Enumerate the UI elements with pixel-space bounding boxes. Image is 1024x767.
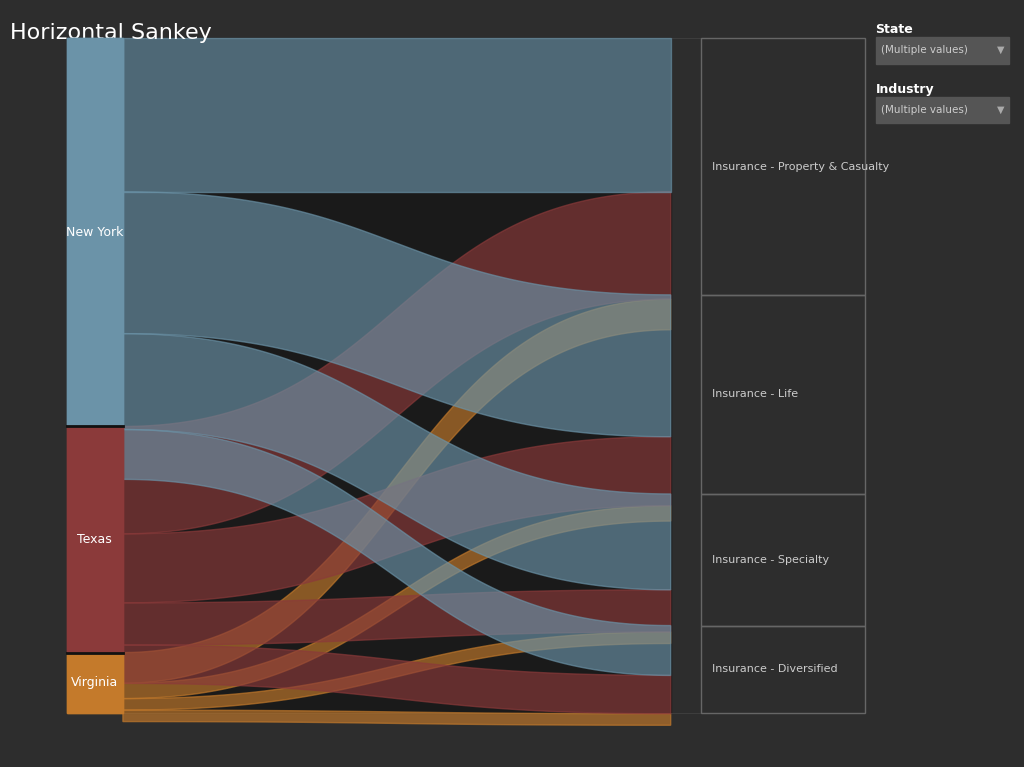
Bar	[67, 38, 123, 426]
Text: New York: New York	[66, 226, 124, 239]
Bar	[67, 426, 123, 653]
Text: ▼: ▼	[996, 105, 1005, 115]
Polygon shape	[123, 710, 671, 726]
Bar	[67, 653, 123, 713]
Text: Virginia: Virginia	[71, 676, 119, 690]
Bar	[701, 626, 865, 713]
Polygon shape	[123, 590, 671, 645]
Bar	[123, 38, 671, 713]
Polygon shape	[123, 38, 671, 192]
Text: Industry: Industry	[876, 83, 934, 96]
Polygon shape	[123, 505, 671, 699]
Polygon shape	[123, 192, 671, 436]
Text: ▼: ▼	[996, 45, 1005, 55]
Text: Virginia: Virginia	[71, 676, 119, 690]
Bar	[876, 37, 1009, 64]
Polygon shape	[123, 192, 671, 534]
Bar	[67, 426, 123, 653]
Text: Texas: Texas	[78, 533, 112, 546]
Text: Insurance - Specialty: Insurance - Specialty	[712, 555, 828, 565]
Text: Horizontal Sankey: Horizontal Sankey	[10, 23, 212, 43]
Bar	[67, 38, 123, 426]
Text: Insurance - Diversified: Insurance - Diversified	[712, 664, 838, 674]
Polygon shape	[123, 632, 671, 710]
Bar	[701, 38, 865, 295]
Text: (Multiple values): (Multiple values)	[881, 45, 968, 55]
Bar	[876, 97, 1009, 123]
Bar	[701, 295, 865, 494]
Text: Texas: Texas	[78, 533, 112, 546]
Text: State: State	[876, 23, 913, 36]
Bar	[701, 38, 865, 713]
Polygon shape	[123, 645, 671, 714]
Text: Insurance - Life: Insurance - Life	[712, 390, 798, 400]
Bar	[67, 653, 123, 713]
Polygon shape	[123, 299, 671, 683]
Text: New York: New York	[66, 226, 124, 239]
Bar	[701, 494, 865, 626]
Text: Insurance - Property & Casualty: Insurance - Property & Casualty	[712, 162, 889, 172]
Polygon shape	[123, 334, 671, 590]
Text: (Multiple values): (Multiple values)	[881, 105, 968, 115]
Polygon shape	[123, 436, 671, 603]
Polygon shape	[123, 430, 671, 676]
